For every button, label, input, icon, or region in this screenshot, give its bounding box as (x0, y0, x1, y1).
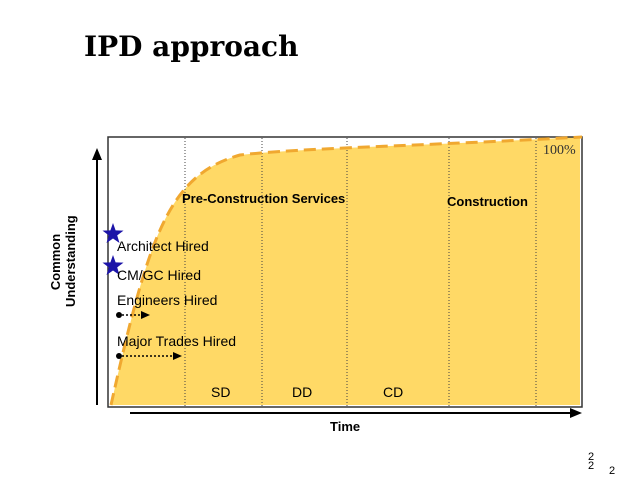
arrowhead (141, 311, 150, 319)
milestone-major-trades: Major Trades Hired (117, 333, 237, 349)
understanding-area (111, 137, 580, 405)
milestone-architect: Architect Hired (117, 238, 209, 254)
bullet-dot (116, 312, 122, 318)
x-axis-arrowhead (570, 408, 582, 418)
page-number: 2 (588, 460, 595, 472)
slide-title: IPD approach (84, 30, 299, 63)
y-axis-arrowhead (92, 148, 102, 160)
phase-label-preconstruction: Pre-Construction Services (182, 191, 346, 206)
milestone-engineers: Engineers Hired (117, 292, 218, 308)
star-icon (102, 255, 124, 275)
percent-label: 100% (543, 143, 576, 158)
y-axis-label-line1: Common (48, 233, 63, 291)
stage-dd: DD (292, 384, 313, 400)
stage-cd: CD (383, 384, 404, 400)
arrowhead (173, 352, 182, 360)
milestone-cmgc: CM/GC Hired (117, 267, 202, 283)
y-axis-label: Common Understanding (48, 215, 78, 307)
stage-sd: SD (211, 384, 231, 400)
bullet-dot (116, 353, 122, 359)
page-number: 2 (588, 451, 595, 463)
y-axis-label-line2: Understanding (63, 215, 78, 307)
understanding-curve (109, 135, 583, 406)
x-axis-label: Time (330, 419, 361, 434)
phase-label-construction: Construction (447, 194, 528, 209)
page-number: 2 (609, 465, 616, 477)
star-icon (102, 223, 124, 243)
